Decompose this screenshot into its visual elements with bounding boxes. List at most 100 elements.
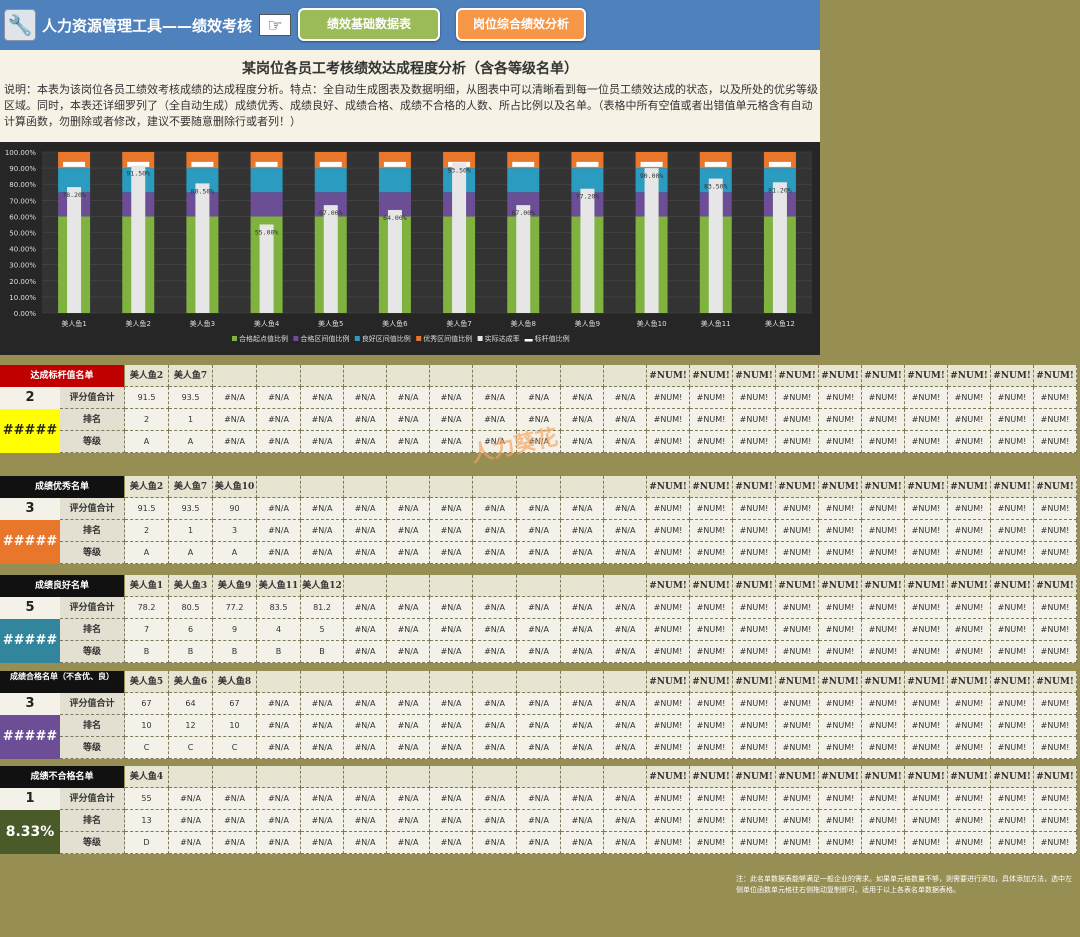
data-cell[interactable]: #NUM! [1034, 737, 1077, 759]
data-cell[interactable]: #N/A [473, 641, 517, 663]
data-cell[interactable]: #N/A [387, 542, 430, 564]
data-cell[interactable]: #NUM! [948, 387, 991, 409]
data-cell[interactable]: #N/A [561, 520, 604, 542]
data-cell[interactable]: #N/A [301, 542, 344, 564]
data-cell[interactable]: #N/A [604, 431, 647, 453]
data-cell[interactable]: #N/A [430, 810, 473, 832]
data-cell[interactable]: #N/A [387, 387, 430, 409]
data-cell[interactable]: #NUM! [733, 387, 776, 409]
name-cell[interactable] [430, 766, 473, 788]
data-cell[interactable]: #NUM! [776, 641, 819, 663]
data-cell[interactable]: #NUM! [991, 409, 1034, 431]
data-cell[interactable]: #NUM! [647, 693, 690, 715]
name-cell[interactable]: #NUM! [991, 671, 1034, 693]
data-cell[interactable]: #NUM! [690, 387, 733, 409]
name-cell[interactable] [344, 671, 387, 693]
data-cell[interactable]: #NUM! [991, 542, 1034, 564]
data-cell[interactable]: #N/A [473, 737, 517, 759]
data-cell[interactable]: #N/A [344, 641, 387, 663]
name-cell[interactable] [517, 365, 561, 387]
data-cell[interactable]: #N/A [301, 693, 344, 715]
data-cell[interactable]: #NUM! [905, 788, 948, 810]
data-cell[interactable]: #NUM! [733, 832, 776, 854]
data-cell[interactable]: #N/A [169, 788, 213, 810]
name-cell[interactable] [473, 671, 517, 693]
name-cell[interactable]: #NUM! [948, 365, 991, 387]
data-cell[interactable]: #N/A [430, 542, 473, 564]
data-cell[interactable]: #N/A [257, 409, 301, 431]
data-cell[interactable]: #NUM! [647, 431, 690, 453]
data-cell[interactable]: #N/A [430, 498, 473, 520]
name-cell[interactable] [257, 671, 301, 693]
data-cell[interactable]: #N/A [344, 498, 387, 520]
name-cell[interactable]: #NUM! [1034, 365, 1077, 387]
data-cell[interactable]: #NUM! [733, 520, 776, 542]
data-cell[interactable]: #N/A [430, 832, 473, 854]
name-cell[interactable] [473, 575, 517, 597]
data-cell[interactable]: #N/A [604, 693, 647, 715]
data-cell[interactable]: #NUM! [862, 810, 905, 832]
name-cell[interactable]: #NUM! [690, 766, 733, 788]
data-cell[interactable]: 91.5 [125, 387, 169, 409]
data-cell[interactable]: #N/A [561, 597, 604, 619]
data-cell[interactable]: #NUM! [819, 788, 862, 810]
data-cell[interactable]: #N/A [344, 431, 387, 453]
data-cell[interactable]: #N/A [257, 520, 301, 542]
data-cell[interactable]: #N/A [257, 542, 301, 564]
data-cell[interactable]: #N/A [561, 693, 604, 715]
data-cell[interactable]: B [257, 641, 301, 663]
data-cell[interactable]: #NUM! [819, 520, 862, 542]
name-cell[interactable] [604, 365, 647, 387]
name-cell[interactable] [301, 365, 344, 387]
data-cell[interactable]: #NUM! [647, 810, 690, 832]
data-cell[interactable]: #NUM! [862, 431, 905, 453]
data-cell[interactable]: #N/A [430, 693, 473, 715]
data-cell[interactable]: 64 [169, 693, 213, 715]
data-cell[interactable]: #N/A [387, 409, 430, 431]
data-cell[interactable]: #NUM! [690, 619, 733, 641]
name-cell[interactable]: #NUM! [948, 575, 991, 597]
data-cell[interactable]: #NUM! [862, 737, 905, 759]
data-cell[interactable]: #N/A [473, 520, 517, 542]
name-cell[interactable] [604, 766, 647, 788]
data-cell[interactable]: #N/A [257, 431, 301, 453]
name-cell[interactable]: #NUM! [819, 766, 862, 788]
data-cell[interactable]: #N/A [517, 693, 561, 715]
data-cell[interactable]: #N/A [344, 520, 387, 542]
name-cell[interactable]: #NUM! [862, 575, 905, 597]
data-cell[interactable]: #N/A [387, 810, 430, 832]
name-cell[interactable] [387, 671, 430, 693]
data-cell[interactable]: 3 [213, 520, 257, 542]
data-cell[interactable]: #N/A [257, 387, 301, 409]
data-cell[interactable]: 80.5 [169, 597, 213, 619]
data-cell[interactable]: #NUM! [1034, 619, 1077, 641]
data-cell[interactable]: #N/A [604, 832, 647, 854]
data-cell[interactable]: #N/A [387, 737, 430, 759]
data-cell[interactable]: #N/A [517, 542, 561, 564]
name-cell[interactable] [344, 575, 387, 597]
data-cell[interactable]: #N/A [301, 810, 344, 832]
data-cell[interactable]: #N/A [301, 737, 344, 759]
name-cell[interactable] [257, 476, 301, 498]
data-cell[interactable]: #NUM! [733, 619, 776, 641]
name-cell[interactable]: #NUM! [862, 766, 905, 788]
data-cell[interactable]: #N/A [604, 788, 647, 810]
name-cell[interactable] [430, 476, 473, 498]
name-cell[interactable]: #NUM! [862, 671, 905, 693]
data-cell[interactable]: #NUM! [819, 542, 862, 564]
name-cell[interactable] [344, 766, 387, 788]
data-cell[interactable]: #NUM! [690, 542, 733, 564]
data-cell[interactable]: #N/A [301, 387, 344, 409]
data-cell[interactable]: #NUM! [776, 715, 819, 737]
name-cell[interactable] [517, 766, 561, 788]
data-cell[interactable]: #NUM! [948, 641, 991, 663]
data-cell[interactable]: #N/A [517, 715, 561, 737]
data-cell[interactable]: #N/A [604, 387, 647, 409]
data-cell[interactable]: #NUM! [776, 597, 819, 619]
position-analysis-button[interactable]: 岗位综合绩效分析 [456, 8, 586, 41]
data-cell[interactable]: #N/A [257, 498, 301, 520]
data-cell[interactable]: #N/A [561, 409, 604, 431]
data-cell[interactable]: #N/A [561, 431, 604, 453]
data-cell[interactable]: #NUM! [948, 788, 991, 810]
data-cell[interactable]: #NUM! [733, 542, 776, 564]
